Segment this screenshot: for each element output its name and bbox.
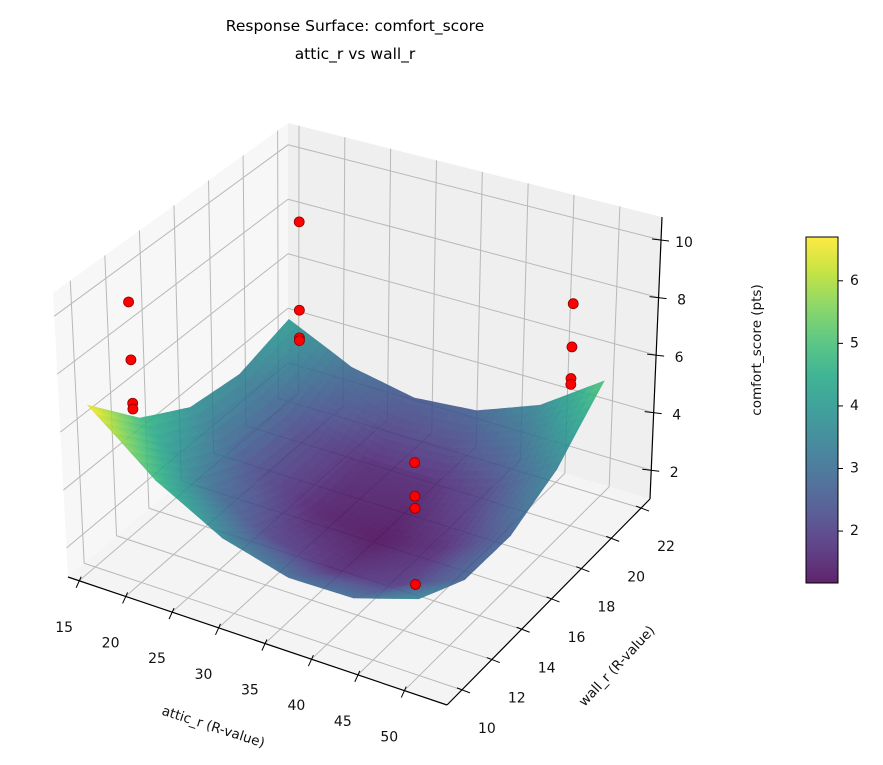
gridline-z-left <box>53 144 289 317</box>
x-tick-label: 40 <box>287 698 305 714</box>
x-tick-mark <box>215 623 221 636</box>
z-tick-mark <box>644 411 662 415</box>
data-point <box>125 354 137 366</box>
surface-facet <box>410 596 424 600</box>
x-tick-label: 25 <box>148 651 166 667</box>
colorbar-gradient <box>806 237 838 583</box>
colorbar-tick-label: 5 <box>850 335 859 351</box>
z-axis-label: comfort_score (pts) <box>749 284 765 415</box>
gridline-y-floor <box>84 562 463 691</box>
y-tick-mark <box>546 596 560 603</box>
gridline-z-back <box>287 253 657 356</box>
gridline-x-back <box>386 148 392 420</box>
data-point <box>409 490 421 502</box>
x-tick-label: 20 <box>102 635 120 651</box>
gridline-z-left <box>60 253 289 433</box>
x-tick-label: 15 <box>55 620 73 636</box>
y-tick-label: 12 <box>508 691 526 707</box>
y-tick-label: 14 <box>538 660 556 676</box>
y-tick-label: 18 <box>597 600 615 616</box>
z-tick-label: 2 <box>670 465 679 481</box>
y-tick-label: 22 <box>657 539 675 555</box>
scatter-points <box>123 216 579 590</box>
gridline-x-back <box>608 206 621 487</box>
left-pane <box>53 123 288 577</box>
x-tick-mark <box>354 670 361 683</box>
data-point <box>293 216 305 228</box>
gridline-y-floor <box>116 535 492 661</box>
gridline-y-left <box>69 280 85 564</box>
colorbar-tick-label: 3 <box>850 461 859 477</box>
x-tick-mark <box>75 576 82 588</box>
y-tick-mark <box>486 657 500 664</box>
z-tick-mark <box>642 468 660 472</box>
gridline-z-left <box>56 198 289 375</box>
data-point <box>127 403 139 415</box>
y-tick-label: 10 <box>478 721 496 737</box>
colorbar: 2 3 4 5 6 <box>805 236 859 584</box>
x-tick-mark <box>168 607 175 620</box>
data-point <box>409 457 421 469</box>
gridline-z-left <box>63 307 289 491</box>
x-tick-mark <box>122 592 129 604</box>
data-point <box>567 298 579 310</box>
x-axis-label: attic_r (R-value) <box>160 703 267 751</box>
chart-title: Response Surface: comfort_score <box>226 17 484 36</box>
data-point <box>409 502 421 514</box>
y-tick-label: 16 <box>568 630 586 646</box>
y-tick-mark <box>456 687 471 694</box>
gridline-y-left <box>104 255 118 536</box>
y-tick-mark <box>516 626 530 633</box>
z-tick-label: 10 <box>675 235 693 251</box>
colorbar-tick-label: 2 <box>850 523 859 539</box>
x-tick-label: 30 <box>195 667 213 683</box>
response-surface <box>86 318 605 600</box>
colorbar-frame <box>805 236 839 584</box>
x-tick-label: 50 <box>380 730 398 746</box>
x-tick-mark <box>400 686 407 698</box>
data-point <box>565 378 577 390</box>
chart-subtitle: attic_r vs wall_r <box>295 45 416 64</box>
data-point <box>123 296 134 308</box>
z-tick-mark <box>651 238 670 242</box>
data-point <box>294 335 305 347</box>
data-point <box>566 341 578 353</box>
colorbar-tick-label: 6 <box>850 273 859 289</box>
z-tick-label: 6 <box>675 350 684 366</box>
y-tick-mark <box>576 566 590 573</box>
x-tick-label: 35 <box>241 683 259 699</box>
y-tick-label: 20 <box>627 569 645 585</box>
y-axis-label: wall_r (R-value) <box>576 623 659 710</box>
x-tick-mark <box>261 639 268 651</box>
z-tick-label: 8 <box>677 293 686 309</box>
colorbar-tick-label: 4 <box>850 398 859 414</box>
z-tick-label: 4 <box>672 408 681 424</box>
y-axis-line <box>446 498 651 706</box>
z-tick-mark <box>647 353 665 357</box>
gridline-z-back <box>287 144 662 241</box>
x-axis-line <box>67 576 448 706</box>
x-tick-label: 45 <box>334 714 352 730</box>
y-tick-mark <box>635 505 650 512</box>
gridline-x-back <box>431 160 437 434</box>
z-tick-mark <box>649 296 667 300</box>
gridline-z-back <box>287 198 659 299</box>
z-axis-line <box>649 216 663 500</box>
y-tick-mark <box>606 535 620 542</box>
data-point <box>410 579 421 590</box>
gridline-x-floor <box>403 486 610 691</box>
gridline-x-back <box>475 171 483 447</box>
data-point <box>293 304 305 316</box>
x-tick-mark <box>307 654 314 667</box>
